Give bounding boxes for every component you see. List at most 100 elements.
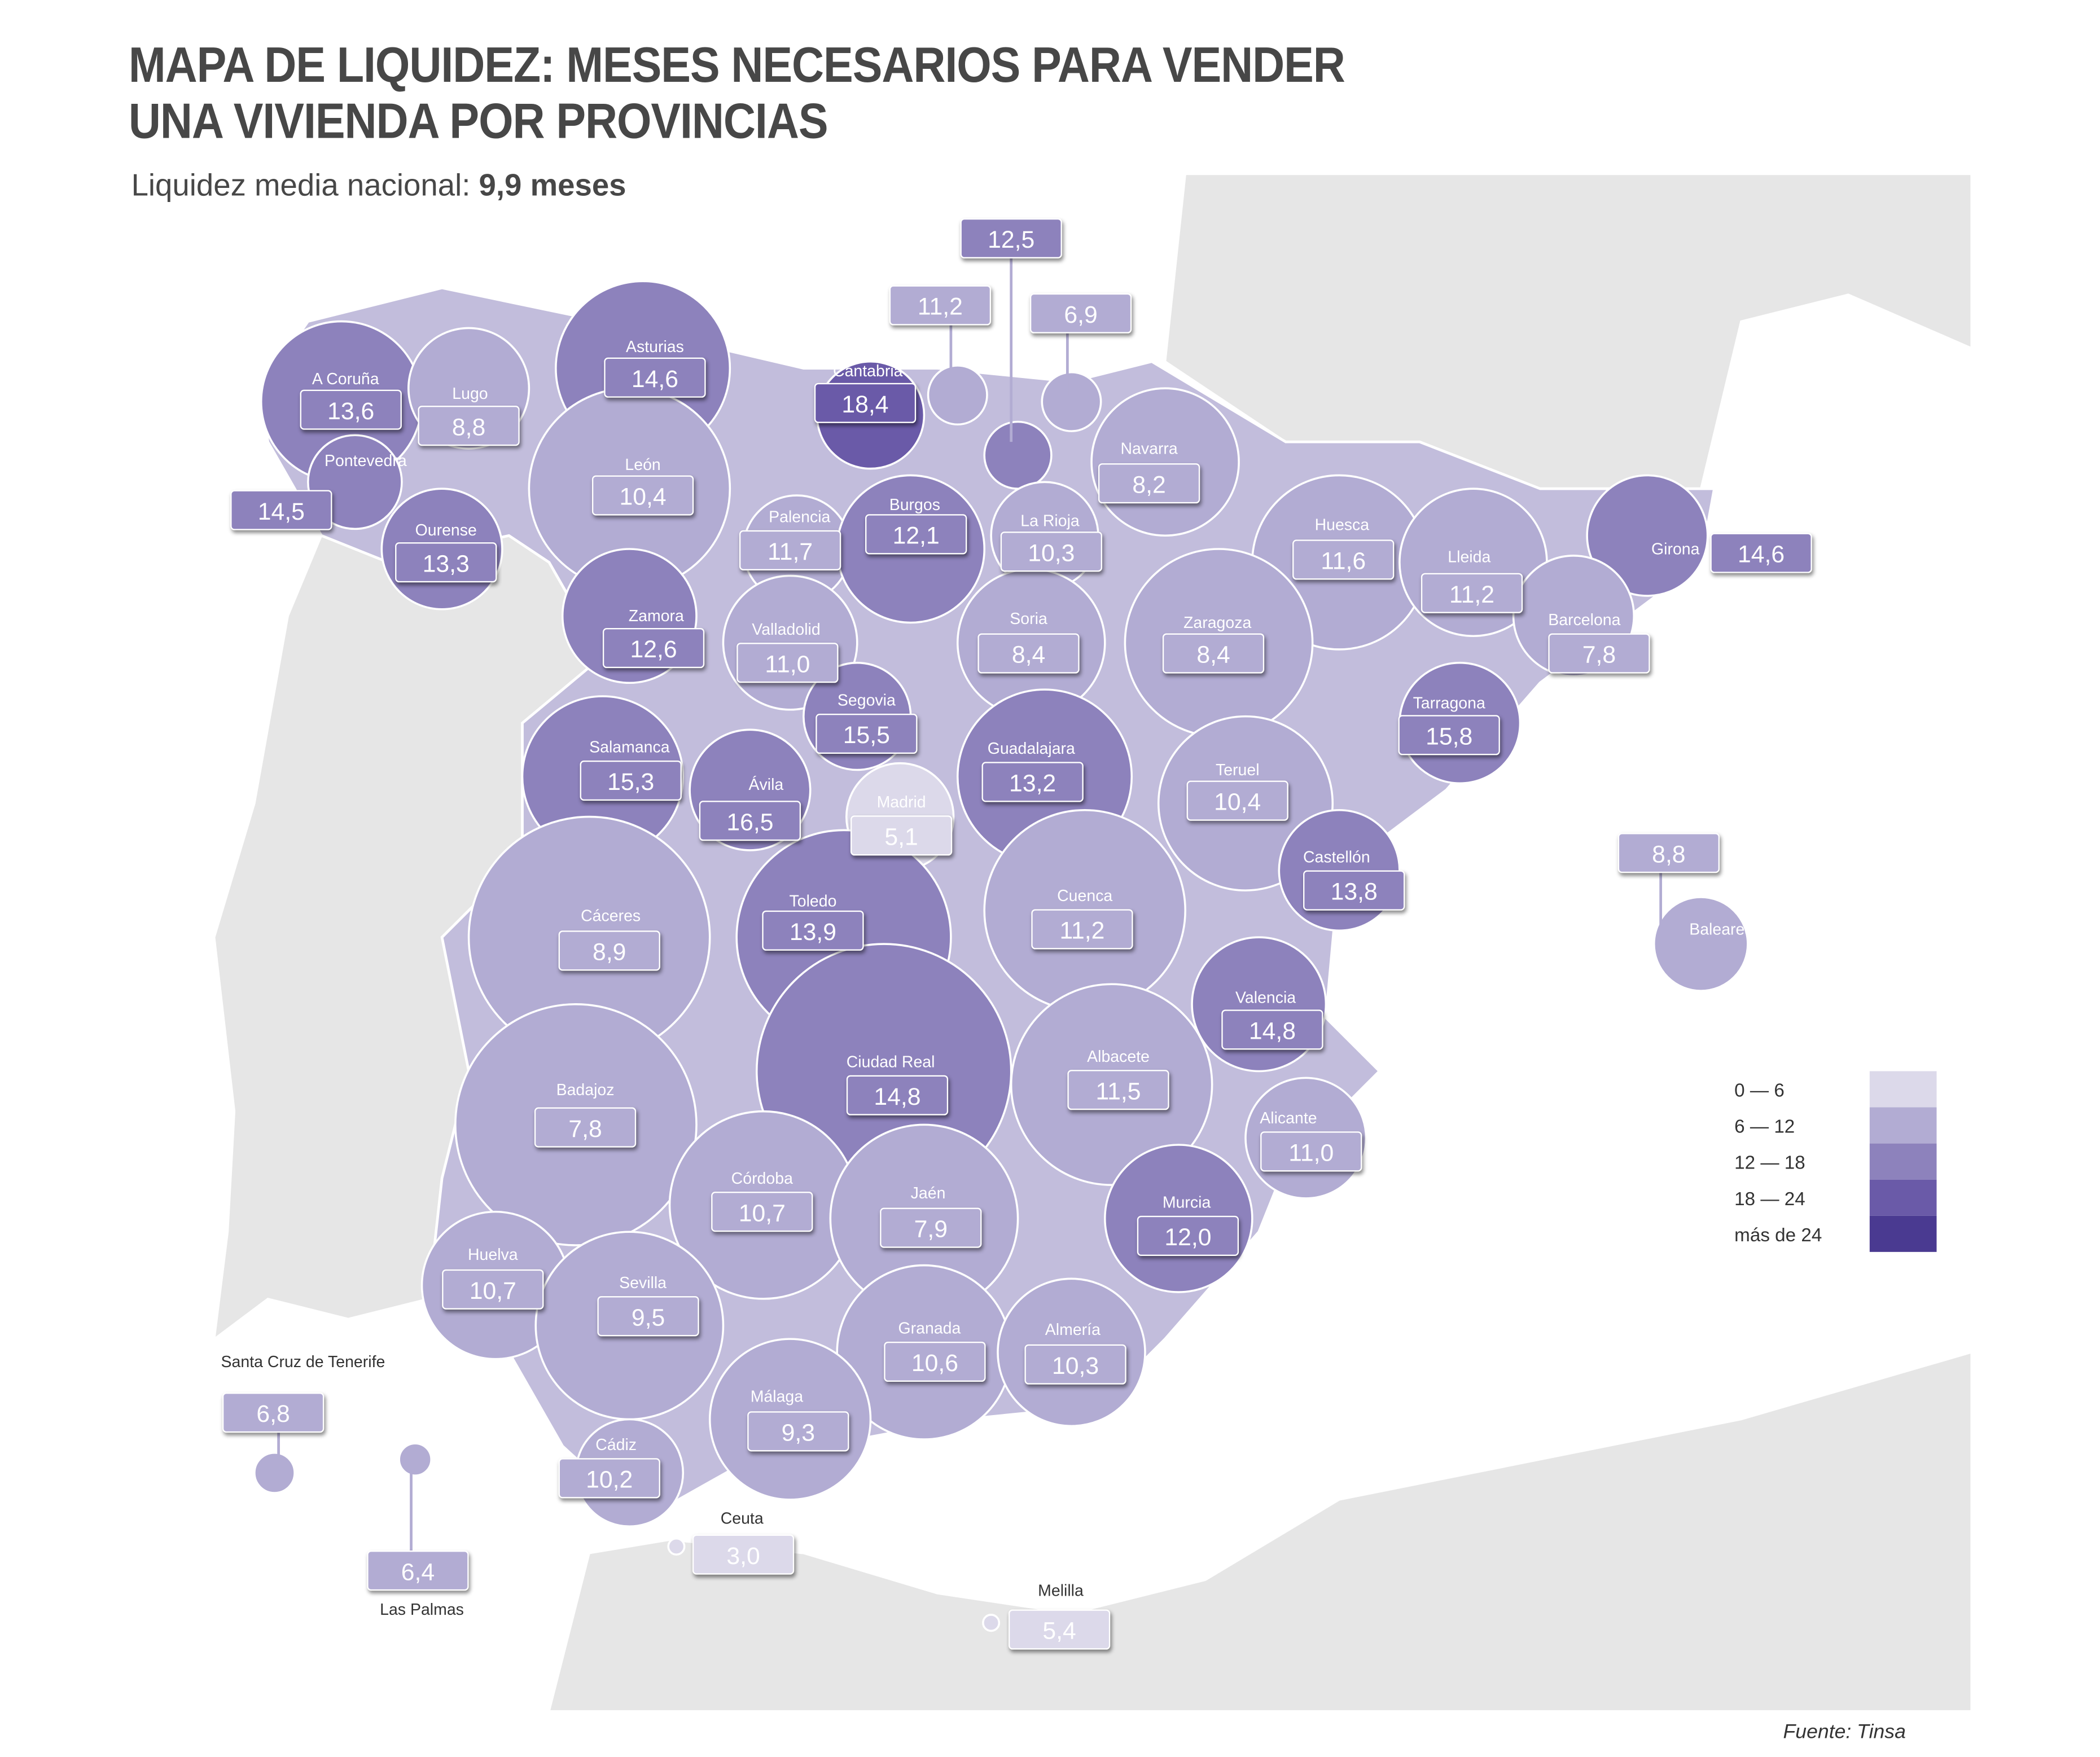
province-name: Vizcaya (912, 262, 968, 282)
province-name: Melilla (1038, 1581, 1084, 1600)
province-name: Lleida (1448, 547, 1491, 566)
province-value: 16,5 (699, 801, 801, 841)
province-value: 8,2 (1098, 463, 1200, 504)
legend-label: más de 24 (1734, 1224, 1822, 1245)
legend-label: 0 — 6 (1734, 1079, 1785, 1101)
province-value: 7,9 (880, 1207, 982, 1248)
province-value: 10,7 (711, 1192, 813, 1232)
province-value: 18,4 (814, 383, 917, 423)
subtitle-label: Liquidez media nacional: (131, 167, 471, 203)
province-name: Málaga (750, 1387, 804, 1406)
province-area (253, 1452, 296, 1494)
province-value: 10,7 (442, 1269, 544, 1310)
province-name: Lugo (452, 384, 488, 403)
province-name: Ciudad Real (846, 1052, 935, 1071)
province-value: 12,6 (602, 627, 705, 669)
province-name: Cantabria (833, 361, 903, 380)
province-name: Santa Cruz de Tenerife (221, 1352, 385, 1372)
province-name: La Rioja (1020, 511, 1080, 530)
province-area (1586, 474, 1709, 597)
legend-swatch (1869, 1071, 1937, 1108)
province-name: Burgos (889, 495, 940, 515)
province-value: 6,9 (1029, 293, 1132, 333)
province-value: 15,5 (816, 713, 918, 754)
legend-label: 18 — 24 (1734, 1187, 1805, 1209)
province-name: Almería (1045, 1320, 1101, 1339)
province-area (1041, 371, 1102, 432)
province-value: 8,4 (977, 633, 1080, 674)
province-value: 13,9 (762, 910, 864, 951)
province-name: Valladolid (752, 620, 821, 639)
province-name: Valencia (1235, 988, 1296, 1007)
province-value: 7,8 (534, 1107, 637, 1148)
province-value: 14,8 (846, 1075, 949, 1115)
province-name: Castellón (1303, 847, 1370, 867)
province-value: 11,2 (1031, 909, 1133, 950)
province-name: Pontevedra (325, 451, 407, 470)
province-value: 10,4 (1186, 780, 1288, 821)
province-name: Cádiz (595, 1435, 637, 1455)
province-name: Albacete (1087, 1047, 1150, 1066)
province-name: Alicante (1260, 1108, 1317, 1128)
province-name: Cáceres (581, 906, 641, 925)
province-name: Las Palmas (380, 1600, 464, 1619)
province-value: 11,0 (736, 643, 839, 683)
province-value: 9,3 (747, 1411, 849, 1452)
province-value: 8,4 (1162, 633, 1265, 674)
province-name: Ceuta (720, 1509, 764, 1528)
province-value: 14,5 (230, 490, 332, 530)
province-value: 10,3 (1024, 1344, 1126, 1385)
province-value: 6,8 (222, 1393, 325, 1433)
province-value: 13,2 (981, 762, 1084, 802)
province-name: Guipúzcoa (1042, 269, 1120, 288)
province-name: Teruel (1215, 760, 1260, 780)
province-value: 12,1 (865, 514, 967, 555)
province-value: 3,0 (692, 1534, 795, 1575)
land (213, 173, 1972, 1712)
province-value: 13,6 (300, 389, 402, 430)
province-value: 12,5 (960, 218, 1062, 259)
province-value: 11,5 (1067, 1070, 1169, 1110)
province-value: 11,2 (1421, 573, 1523, 613)
province-value: 14,6 (604, 357, 706, 398)
province-name: Granada (898, 1319, 961, 1338)
province-name: Huesca (1314, 515, 1370, 534)
province-value: 8,8 (418, 406, 520, 446)
province-name: Huelva (467, 1245, 518, 1264)
province-area (983, 420, 1053, 490)
province-name: Palencia (769, 507, 831, 526)
province-name: Zaragoza (1183, 613, 1252, 632)
province-value: 8,9 (558, 930, 660, 971)
subtitle: Liquidez media nacional: 9,9 meses (131, 168, 626, 204)
province-name: Zamora (628, 607, 684, 626)
province-name: Murcia (1162, 1193, 1211, 1212)
province-value: 8,8 (1617, 833, 1720, 873)
province-name: A Coruña (312, 369, 379, 389)
province-name: Barcelona (1548, 610, 1621, 630)
province-value: 7,8 (1548, 633, 1650, 674)
legend-swatch (1869, 1143, 1937, 1180)
province-area (982, 1614, 1001, 1632)
legend-label: 12 — 18 (1734, 1151, 1805, 1173)
province-value: 11,7 (739, 530, 841, 570)
province-name: Tarragona (1413, 693, 1485, 713)
province-name: Guadalajara (987, 739, 1075, 758)
province-value: 15,3 (580, 760, 682, 801)
province-value: 11,0 (1260, 1131, 1362, 1172)
legend-swatch (1869, 1107, 1937, 1144)
province-area (398, 1442, 432, 1477)
province-value: 10,2 (558, 1458, 660, 1499)
province-value: 9,5 (597, 1296, 699, 1337)
province-name: Navarra (1120, 439, 1178, 458)
province-name: Cuenca (1057, 886, 1113, 906)
title-line: UNA VIVIENDA POR PROVINCIAS (128, 94, 828, 149)
province-name: Toledo (789, 891, 837, 911)
province-value: 15,8 (1398, 715, 1500, 755)
province-value: 10,6 (884, 1341, 986, 1382)
province-name: Sevilla (619, 1273, 667, 1293)
province-name: León (625, 455, 661, 475)
province-value: 5,4 (1008, 1609, 1111, 1650)
province-name: Madrid (876, 792, 926, 812)
province-name: Asturias (625, 337, 684, 357)
